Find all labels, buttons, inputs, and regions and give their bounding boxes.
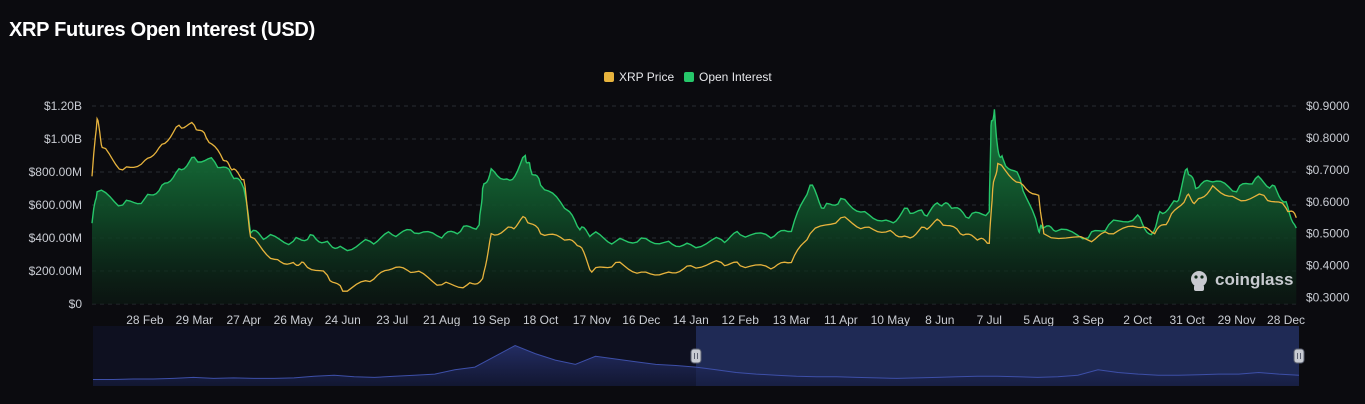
- range-navigator[interactable]: [93, 326, 1305, 386]
- x-tick-label: 14 Jan: [673, 313, 709, 327]
- x-tick-label: 29 Nov: [1218, 313, 1256, 327]
- y-left-tick-label: $800.00M: [29, 165, 82, 179]
- y-axis-left: $0 $200.00M $400.00M $600.00M $800.00M $1.00B…: [29, 99, 83, 311]
- coinglass-watermark: coinglass: [1191, 270, 1293, 291]
- navigator-handle-grip: [1293, 348, 1305, 364]
- y-left-tick-label: $200.00M: [29, 264, 82, 278]
- x-tick-label: 19 Sep: [472, 313, 510, 327]
- y-right-tick-label: $0.6000: [1306, 195, 1350, 209]
- x-tick-label: 10 May: [871, 313, 910, 327]
- y-left-tick-label: $600.00M: [29, 198, 82, 212]
- x-tick-label: 13 Mar: [773, 313, 810, 327]
- x-tick-label: 21 Aug: [423, 313, 460, 327]
- y-left-tick-label: $0: [69, 297, 83, 311]
- x-tick-label: 28 Dec: [1267, 313, 1305, 327]
- xrp-price-line: [91, 116, 1297, 292]
- x-tick-label: 8 Jun: [925, 313, 954, 327]
- x-tick-label: 26 May: [274, 313, 313, 327]
- chart-title: XRP Futures Open Interest (USD): [9, 19, 315, 41]
- y-left-tick-label: $400.00M: [29, 231, 82, 245]
- x-tick-label: 18 Oct: [523, 313, 559, 327]
- x-tick-label: 2 Oct: [1123, 313, 1152, 327]
- x-tick-label: 23 Jul: [376, 313, 408, 327]
- navigator-handle-grip: [690, 348, 702, 364]
- x-tick-label: 31 Oct: [1169, 313, 1205, 327]
- y-right-tick-label: $0.4000: [1306, 259, 1350, 273]
- open-interest-area: [92, 109, 1297, 304]
- x-axis: 28 Feb 29 Mar 27 Apr 26 May 24 Jun 23 Jul 21 A…: [126, 313, 1305, 327]
- x-tick-label: 24 Jun: [325, 313, 361, 327]
- y-right-tick-label: $0.8000: [1306, 131, 1350, 145]
- x-tick-label: 27 Apr: [226, 313, 261, 327]
- y-right-tick-label: $0.7000: [1306, 163, 1350, 177]
- legend: XRP Price Open Interest: [604, 70, 772, 84]
- open-interest-line: [91, 109, 1297, 252]
- legend-swatch-xrp-price: [604, 72, 614, 82]
- x-tick-label: 17 Nov: [573, 313, 611, 327]
- y-right-tick-label: $0.3000: [1306, 291, 1350, 305]
- x-tick-label: 5 Aug: [1023, 313, 1054, 327]
- navigator-handle-right[interactable]: [1293, 348, 1305, 364]
- x-tick-label: 12 Feb: [722, 313, 760, 327]
- navigator-handle-left[interactable]: [690, 348, 702, 364]
- legend-item-open-interest[interactable]: Open Interest: [684, 70, 772, 84]
- y-right-tick-label: $0.9000: [1306, 99, 1350, 113]
- watermark-text: coinglass: [1215, 270, 1293, 289]
- legend-label-xrp-price: XRP Price: [619, 70, 674, 84]
- navigator-area: [93, 345, 1299, 386]
- x-tick-label: 11 Apr: [824, 313, 858, 327]
- y-left-tick-label: $1.20B: [44, 99, 82, 113]
- plot-area: [91, 109, 1297, 304]
- x-tick-label: 16 Dec: [622, 313, 660, 327]
- x-tick-label: 28 Feb: [126, 313, 164, 327]
- x-tick-label: 3 Sep: [1073, 313, 1105, 327]
- legend-label-open-interest: Open Interest: [699, 70, 772, 84]
- navigator-line: [93, 344, 1300, 380]
- legend-item-xrp-price[interactable]: XRP Price: [604, 70, 674, 84]
- coinglass-logo-icon: [1191, 271, 1207, 291]
- legend-swatch-open-interest: [684, 72, 694, 82]
- y-left-tick-label: $1.00B: [44, 132, 82, 146]
- x-tick-label: 7 Jul: [977, 313, 1002, 327]
- y-right-tick-label: $0.5000: [1306, 227, 1350, 241]
- x-tick-label: 29 Mar: [176, 313, 213, 327]
- y-axis-right: $0.3000 $0.4000 $0.5000 $0.6000 $0.7000 $0.80…: [1306, 99, 1350, 305]
